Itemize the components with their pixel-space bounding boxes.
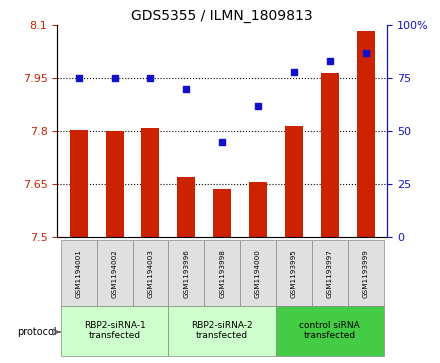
Text: protocol: protocol [18,327,57,337]
Bar [285,126,303,237]
Text: GSM1194001: GSM1194001 [76,249,82,298]
Point [147,76,154,81]
Bar [177,177,195,237]
FancyBboxPatch shape [169,306,276,356]
FancyBboxPatch shape [240,240,276,306]
Point [183,86,190,92]
Bar [249,182,267,237]
Point [111,76,118,81]
Bar [357,31,374,237]
Bar [142,128,159,237]
Bar [213,189,231,237]
Text: GSM1194002: GSM1194002 [112,249,117,298]
Point [362,50,369,56]
Title: GDS5355 / ILMN_1809813: GDS5355 / ILMN_1809813 [132,9,313,23]
Point [75,76,82,81]
Text: GSM1194003: GSM1194003 [147,249,154,298]
Bar [106,131,124,237]
FancyBboxPatch shape [61,306,169,356]
Bar [321,73,339,237]
Point [290,69,297,75]
FancyBboxPatch shape [169,240,204,306]
Text: GSM1193995: GSM1193995 [291,249,297,298]
Text: RBP2-siRNA-2
transfected: RBP2-siRNA-2 transfected [191,321,253,340]
FancyBboxPatch shape [348,240,384,306]
Point [219,139,226,144]
FancyBboxPatch shape [97,240,132,306]
Text: GSM1193998: GSM1193998 [219,249,225,298]
Text: GSM1193999: GSM1193999 [363,249,369,298]
FancyBboxPatch shape [276,306,384,356]
Point [255,103,262,109]
FancyBboxPatch shape [312,240,348,306]
Point [326,58,334,64]
FancyBboxPatch shape [204,240,240,306]
Text: GSM1194000: GSM1194000 [255,249,261,298]
FancyBboxPatch shape [132,240,169,306]
Text: control siRNA
transfected: control siRNA transfected [300,321,360,340]
FancyBboxPatch shape [276,240,312,306]
FancyBboxPatch shape [61,240,97,306]
Bar [70,130,88,237]
Text: RBP2-siRNA-1
transfected: RBP2-siRNA-1 transfected [84,321,146,340]
Text: GSM1193997: GSM1193997 [327,249,333,298]
Text: GSM1193996: GSM1193996 [183,249,189,298]
